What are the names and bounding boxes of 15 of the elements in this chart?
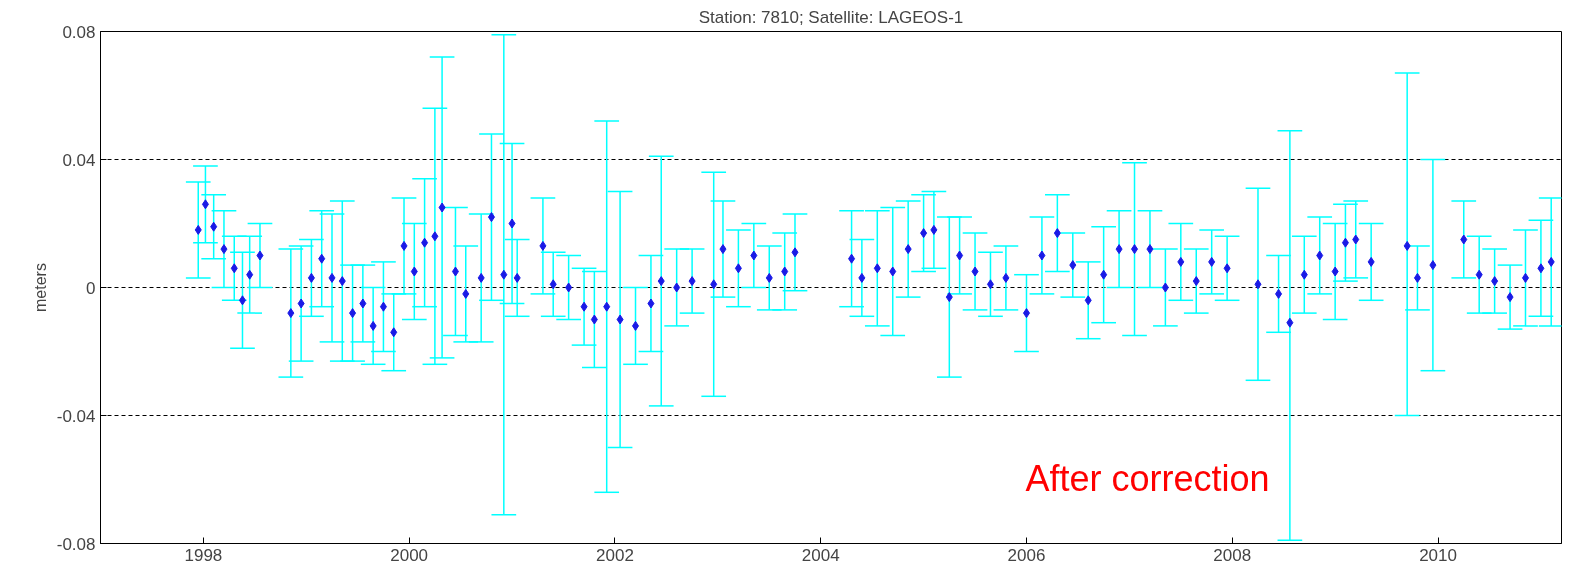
x-tick-label: 2002: [596, 545, 634, 563]
y-tick-label: 0.08: [62, 22, 96, 42]
x-tick-label: 2000: [390, 545, 429, 563]
y-tick-label: -0.08: [56, 534, 96, 554]
x-tick-label: 2010: [1419, 545, 1457, 563]
y-tick-label: 0.04: [62, 150, 96, 170]
x-tick-label: 2004: [801, 545, 840, 563]
x-tick-label: 1998: [184, 545, 223, 563]
x-tick-label: 2006: [1007, 545, 1046, 563]
y-tick-label: -0.04: [56, 406, 96, 426]
annotation: After correction: [1025, 457, 1270, 499]
y-tick-label: 0: [86, 278, 96, 298]
y-axis-title: meters: [31, 263, 49, 312]
x-tick-label: 2008: [1213, 545, 1252, 563]
chart-title: Station: 7810; Satellite: LAGEOS-1: [698, 7, 964, 27]
